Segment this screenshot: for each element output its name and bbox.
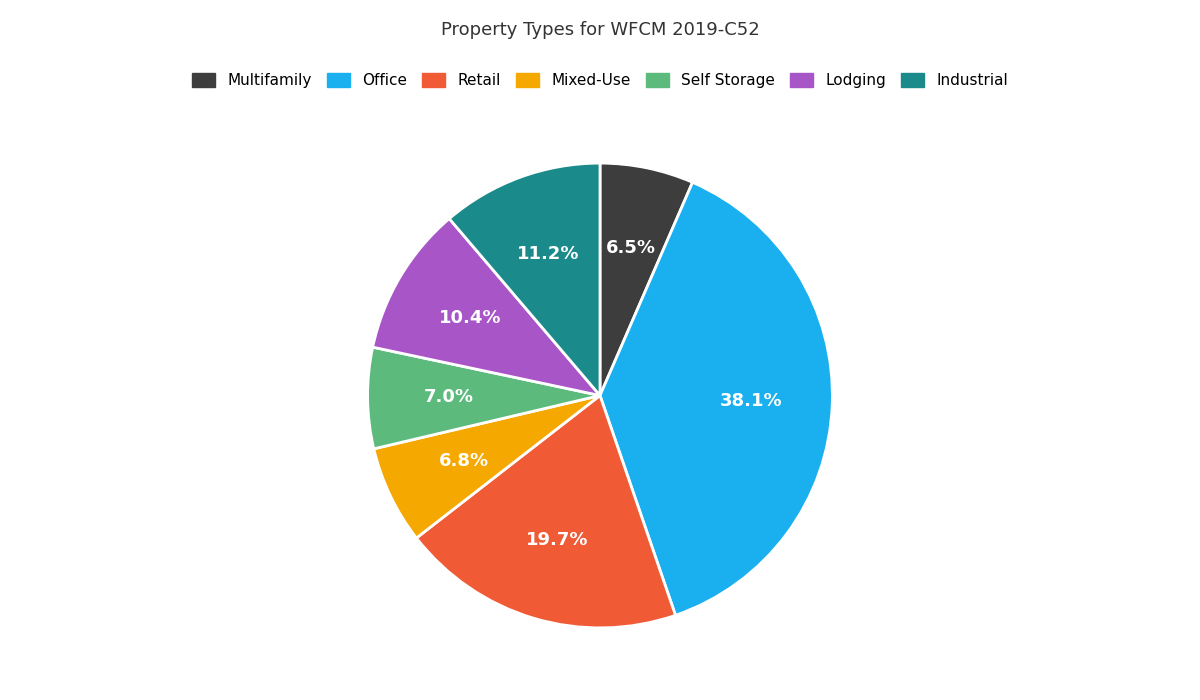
Text: 11.2%: 11.2%	[516, 245, 580, 262]
Wedge shape	[600, 163, 692, 396]
Text: 19.7%: 19.7%	[526, 531, 588, 550]
Wedge shape	[367, 347, 600, 449]
Text: Property Types for WFCM 2019-C52: Property Types for WFCM 2019-C52	[440, 21, 760, 39]
Wedge shape	[373, 218, 600, 396]
Text: 6.8%: 6.8%	[439, 452, 488, 470]
Wedge shape	[374, 395, 600, 538]
Wedge shape	[416, 395, 676, 628]
Wedge shape	[449, 163, 600, 396]
Wedge shape	[600, 182, 833, 615]
Legend: Multifamily, Office, Retail, Mixed-Use, Self Storage, Lodging, Industrial: Multifamily, Office, Retail, Mixed-Use, …	[186, 67, 1014, 94]
Text: 7.0%: 7.0%	[424, 389, 474, 406]
Text: 38.1%: 38.1%	[720, 393, 782, 410]
Text: 6.5%: 6.5%	[606, 239, 655, 257]
Text: 10.4%: 10.4%	[439, 309, 502, 327]
